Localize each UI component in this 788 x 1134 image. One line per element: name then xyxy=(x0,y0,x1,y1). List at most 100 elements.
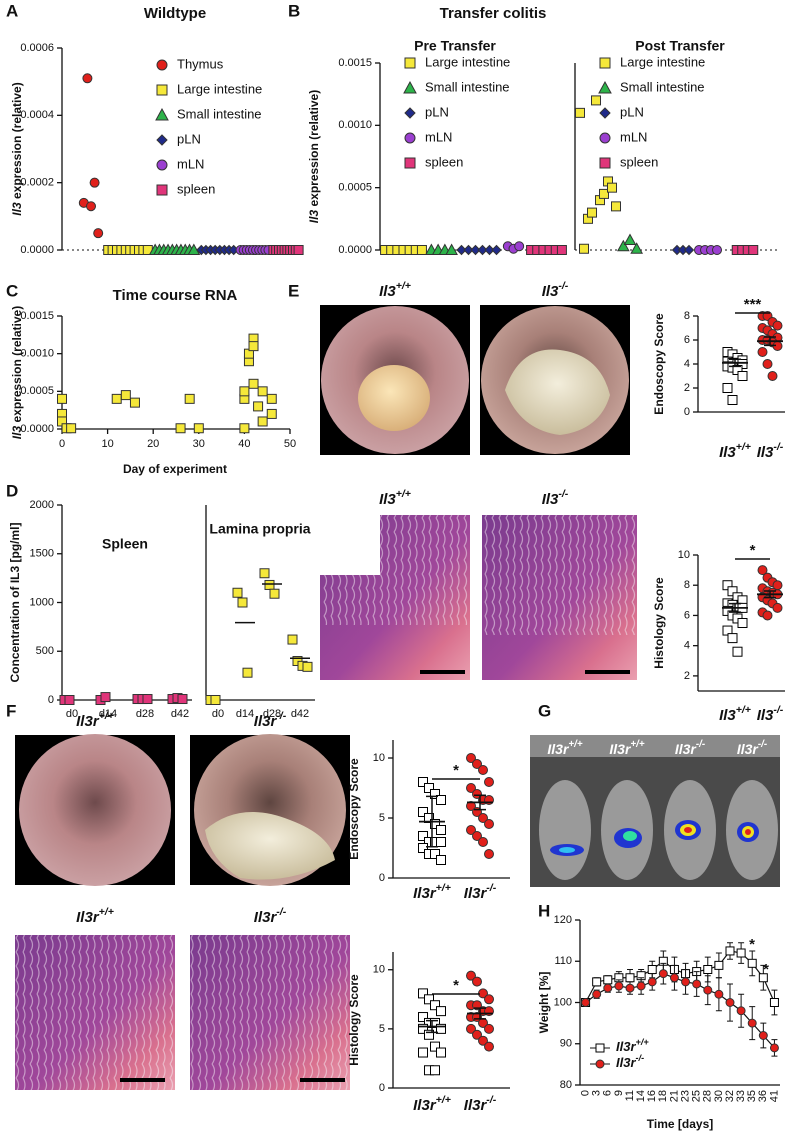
point xyxy=(177,694,188,705)
x-tick-label: 3 xyxy=(591,1090,603,1096)
genotype: +/+ xyxy=(99,710,114,722)
point xyxy=(762,610,773,621)
chart-subtitle: Lamina propria xyxy=(209,521,310,537)
point xyxy=(430,1000,440,1011)
point xyxy=(111,393,122,404)
legend-marker xyxy=(156,84,168,96)
point xyxy=(193,423,204,434)
significance-label: *** xyxy=(744,296,762,313)
x-tick-label: 6 xyxy=(602,1090,614,1096)
error-bar xyxy=(426,1019,438,1034)
image-label: Il3+/+ xyxy=(379,488,411,508)
point xyxy=(287,634,298,645)
point xyxy=(93,228,104,239)
point xyxy=(470,244,481,256)
histology-photo xyxy=(190,935,350,1090)
point xyxy=(66,423,77,434)
chart-title: Wildtype xyxy=(144,5,206,22)
point xyxy=(725,946,735,956)
panel-letter: G xyxy=(538,701,551,720)
point xyxy=(430,1017,440,1028)
point xyxy=(636,981,646,991)
x-tick-label: d42 xyxy=(291,708,309,720)
point xyxy=(683,244,695,256)
x-tick-label: d14 xyxy=(99,708,117,720)
genotype: -/- xyxy=(276,906,286,918)
point xyxy=(484,777,494,787)
legend-marker xyxy=(599,107,611,119)
point xyxy=(175,423,186,434)
point xyxy=(592,977,602,987)
y-tick-label: 1000 xyxy=(30,596,54,608)
legend-marker xyxy=(599,57,611,69)
y-tick-label: 0.0015 xyxy=(338,57,372,69)
y-tick-label: 0.0015 xyxy=(20,310,54,322)
genotype: +/+ xyxy=(630,739,644,750)
point xyxy=(737,618,748,628)
point xyxy=(748,245,759,255)
gene-symbol: Il3r xyxy=(464,1097,488,1114)
x-tick-label: 28 xyxy=(702,1090,714,1102)
legend-label: pLN xyxy=(177,131,201,146)
annotation: * xyxy=(749,936,755,953)
x-tick-label: Il3r-/- xyxy=(464,1094,497,1114)
point xyxy=(736,1006,746,1016)
point xyxy=(472,976,482,987)
point xyxy=(725,998,735,1007)
x-tick-label: 0 xyxy=(59,438,65,450)
legend-marker xyxy=(403,80,417,94)
x-tick-label: 32 xyxy=(724,1090,736,1102)
point xyxy=(484,1041,494,1052)
legend-label: pLN xyxy=(425,104,449,119)
point xyxy=(703,985,713,995)
point xyxy=(466,970,476,981)
image-label: Il3-/- xyxy=(542,280,569,300)
point xyxy=(747,1018,757,1028)
legend-marker xyxy=(404,132,416,144)
legend-marker xyxy=(599,132,611,144)
point xyxy=(248,341,259,352)
legend-label: spleen xyxy=(177,181,215,196)
legend-label: mLN xyxy=(425,129,452,144)
panel-letter: D xyxy=(6,481,18,500)
x-tick-label: 33 xyxy=(735,1090,747,1102)
y-tick-label: 0 xyxy=(379,872,385,884)
image-label: Il3r-/- xyxy=(737,739,767,757)
x-tick-label: 11 xyxy=(624,1090,636,1101)
image-label: Il3+/+ xyxy=(379,280,411,300)
x-tick-label: 16 xyxy=(646,1090,658,1102)
genotype: -/- xyxy=(773,441,783,453)
gene-symbol: Il3 xyxy=(757,444,774,461)
y-tick-label: 110 xyxy=(554,955,572,967)
point xyxy=(758,973,768,983)
gene-symbol: Il3r xyxy=(76,909,100,926)
y-axis-label: Il3 expression (relative) xyxy=(307,90,321,223)
y-tick-label: 8 xyxy=(684,579,690,591)
point xyxy=(430,789,440,799)
gene-symbol: Il3r xyxy=(675,741,698,757)
y-axis-label: Endoscopy Score xyxy=(652,313,666,415)
x-tick-label: 25 xyxy=(691,1090,703,1102)
chart-subtitle: Spleen xyxy=(102,536,148,552)
image-label: Il3r-/- xyxy=(675,739,705,757)
y-axis-label: Il3 expression (relative) xyxy=(10,82,24,215)
point xyxy=(478,813,488,823)
series-line xyxy=(585,972,775,1049)
point xyxy=(647,965,657,974)
point xyxy=(491,244,502,256)
y-tick-label: 100 xyxy=(554,996,572,1008)
point xyxy=(466,753,476,763)
annotation: * xyxy=(763,961,769,978)
point xyxy=(472,1029,482,1040)
chart-title: Time course RNA xyxy=(113,287,238,304)
y-tick-label: 80 xyxy=(560,1079,572,1091)
gene-symbol: Il3 xyxy=(379,491,396,508)
point xyxy=(478,837,488,847)
y-tick-label: 0.0005 xyxy=(20,385,54,397)
error-bar xyxy=(764,590,776,599)
point xyxy=(418,1023,428,1034)
genotype: +/+ xyxy=(568,739,582,750)
y-axis-label: Il3 expression (relative) xyxy=(10,306,24,439)
gene-symbol: Il3 xyxy=(719,444,736,461)
legend-label: Il3r-/- xyxy=(616,1053,644,1070)
